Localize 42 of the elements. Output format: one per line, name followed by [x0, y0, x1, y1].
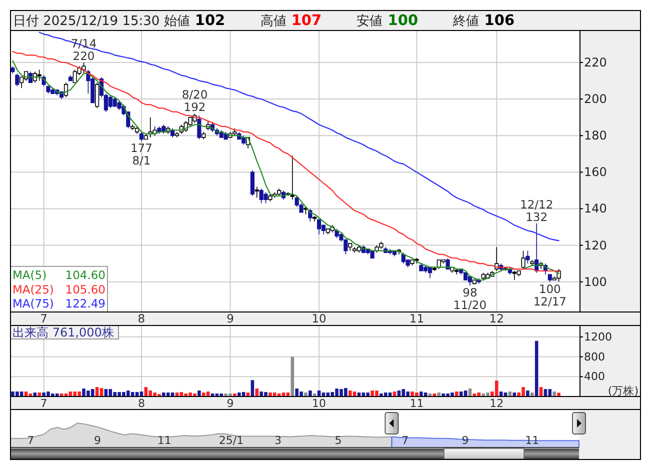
annotation: 8/20 192	[182, 88, 208, 114]
annotation: 177 8/1	[130, 141, 152, 168]
x-tick-label: 7	[27, 434, 34, 447]
x-tick-label: 9	[94, 434, 101, 447]
x-tick-label: 11	[525, 434, 540, 447]
x-tick-label: 10	[312, 312, 326, 326]
y-tick-label: 180	[584, 128, 607, 143]
x-tick-label: 11	[157, 434, 172, 447]
y-tick-label: 400	[584, 370, 605, 384]
y-tick-label: 160	[584, 165, 607, 180]
x-tick-label: 11	[409, 312, 424, 326]
y-tick-label: 800	[584, 350, 605, 364]
x-tick-label: 5	[334, 434, 342, 447]
y-tick-label: 100	[584, 274, 607, 289]
y-tick-label: 220	[584, 55, 607, 70]
x-tick-label: 8	[138, 312, 146, 326]
chart-title: 日付 2025/12/19 15:30 始値 102 高値 107 安値 100 終値 106	[13, 13, 515, 29]
x-tick-label: 3	[274, 434, 282, 447]
annotation: 12/12 132	[520, 197, 554, 224]
x-tick-label: 9	[226, 312, 234, 326]
x-tick-label: 9	[462, 434, 469, 447]
x-tick-label: 7	[40, 397, 48, 410]
x-tick-label: 10	[312, 397, 326, 410]
text: MA(75) 122.49	[12, 296, 106, 310]
x-tick-label: 11	[410, 397, 424, 410]
y-tick-label: 120	[584, 238, 607, 252]
y-tick-label: 1200	[584, 330, 612, 344]
text: MA(25) 105.60	[12, 282, 106, 296]
x-tick-label: 12	[489, 312, 504, 326]
y-axis-title: (万株)	[608, 384, 638, 398]
x-tick-label: 7	[40, 312, 48, 326]
x-tick-label: 8	[138, 397, 145, 410]
x-tick-label: 12	[490, 397, 504, 410]
x-tick-label: 25/1	[218, 434, 244, 447]
x-tick-label: 9	[226, 397, 234, 410]
chart-title: 出来高 761,000株	[12, 326, 114, 340]
y-tick-label: 200	[584, 92, 607, 106]
annotation: 98 11/20	[453, 285, 487, 312]
x-tick-label: 7	[402, 434, 409, 447]
text: MA(5) 104.60	[12, 268, 106, 282]
annotation: 100 12/17	[533, 282, 566, 308]
y-tick-label: 140	[584, 202, 607, 216]
